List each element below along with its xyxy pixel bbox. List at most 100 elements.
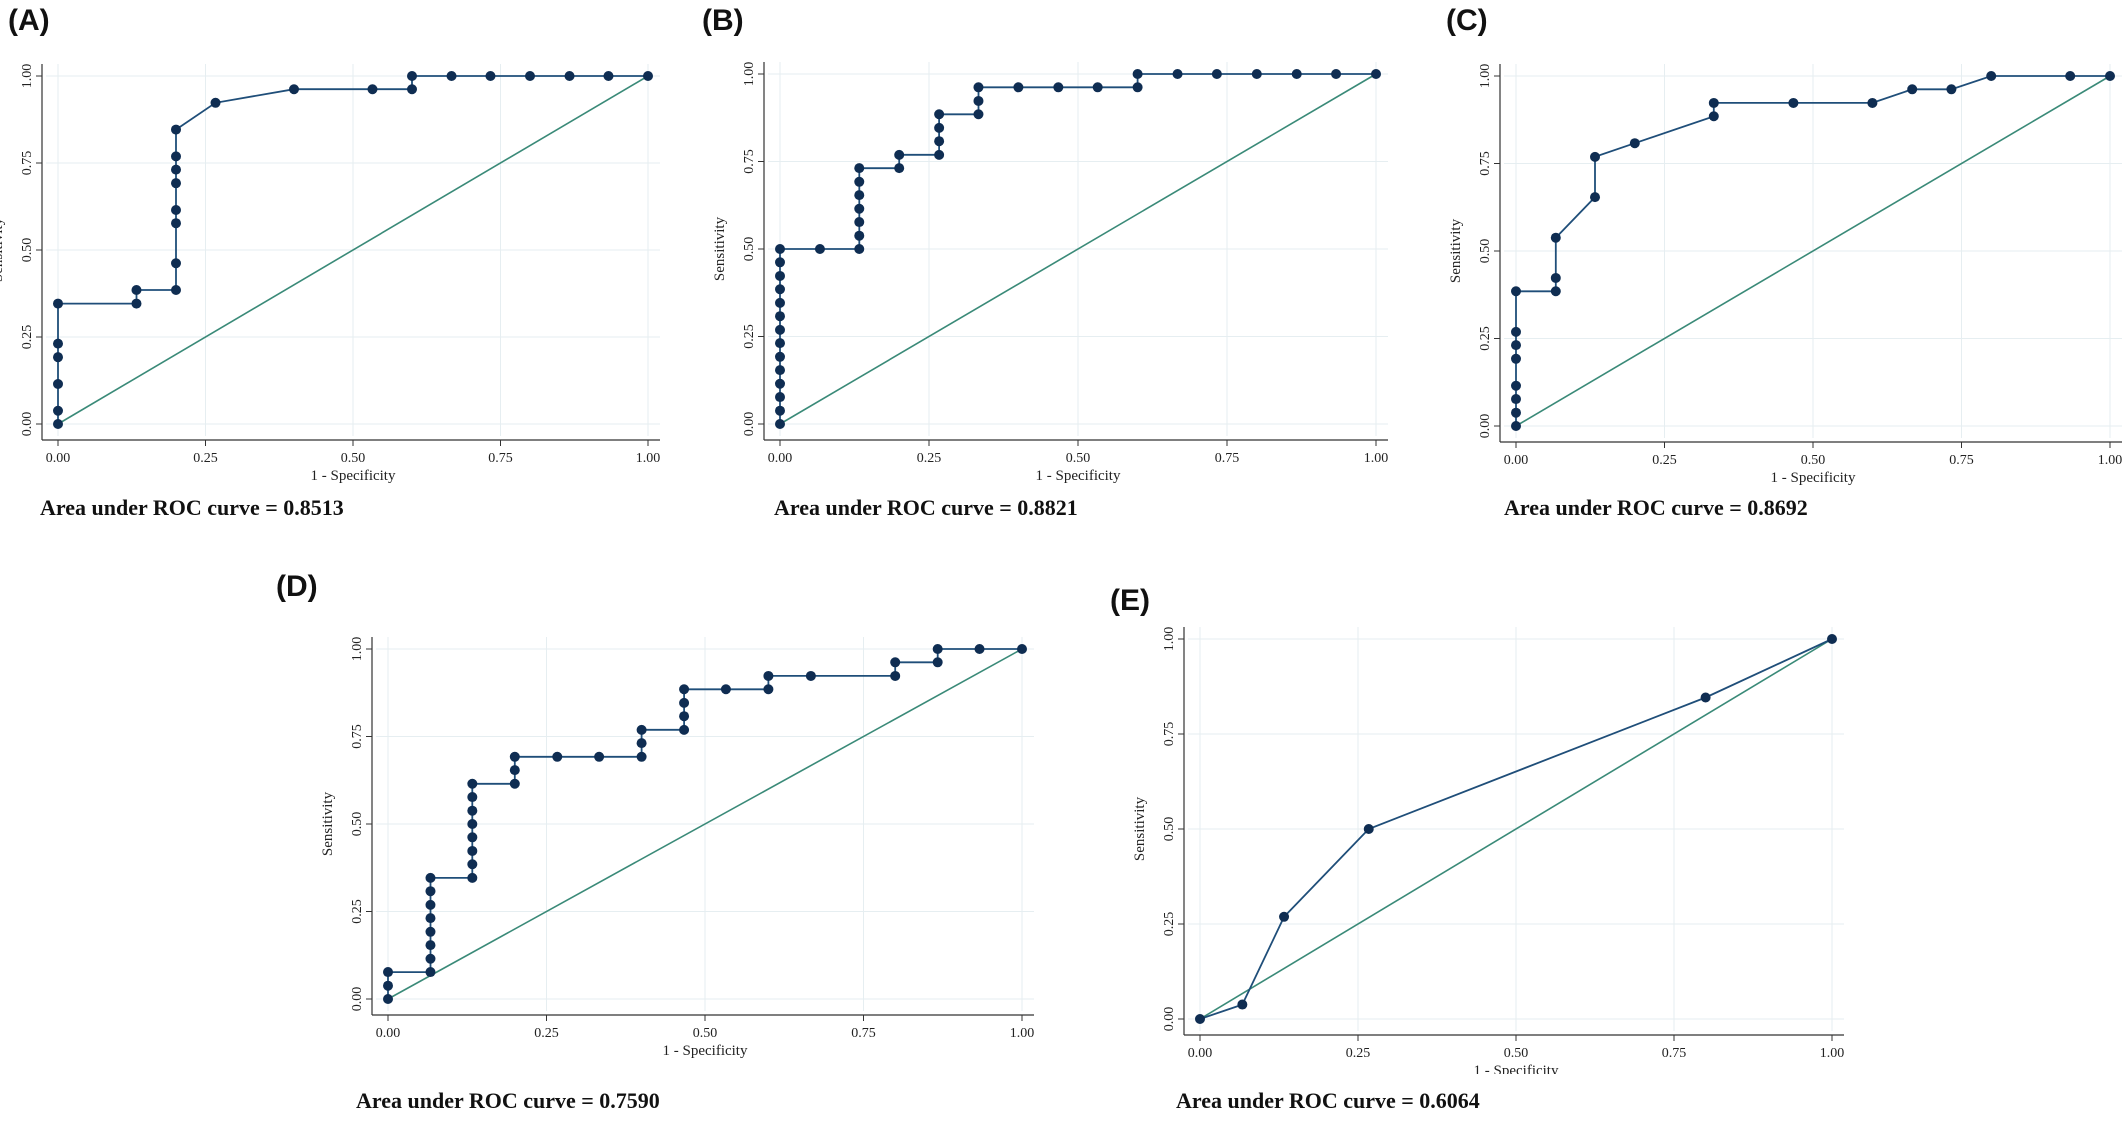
panel-a: (A) 0.00 0.00 0.25 0.25 0.50 0.50 0.75 0.75 1.00… — [0, 0, 700, 540]
panel-d: (D) 0.00 0.00 0.25 0.25 0.50 0.50 0.75 0.75 1.00… — [270, 570, 1050, 1121]
roc-point — [775, 405, 785, 416]
x-tick-label: 0.25 — [1652, 453, 1677, 468]
roc-point — [2065, 71, 2076, 81]
roc-point — [932, 657, 943, 668]
roc-point — [1363, 824, 1374, 834]
roc-point — [171, 285, 181, 296]
roc-point — [289, 84, 299, 95]
roc-point — [636, 724, 647, 735]
auc-label: Area under ROC curve = 0.8513 — [40, 495, 344, 520]
roc-point — [973, 95, 984, 106]
roc-point — [53, 338, 63, 349]
x-tick-label: 0.75 — [851, 1026, 876, 1041]
roc-point — [679, 697, 690, 708]
x-tick-label: 0.50 — [1504, 1046, 1529, 1061]
roc-point — [775, 311, 785, 322]
y-axis-label: Sensitivity — [1132, 796, 1148, 861]
roc-point — [775, 419, 785, 429]
roc-point — [1237, 999, 1248, 1010]
roc-point — [1251, 69, 1262, 79]
x-tick-label: 1.00 — [1820, 1046, 1845, 1061]
panel-e: (E) 0.00 0.00 0.25 0.25 0.50 0.50 0.75 0.75 1.00… — [1080, 570, 1860, 1121]
roc-point — [1788, 97, 1799, 108]
roc-point — [854, 176, 865, 187]
roc-point — [775, 351, 785, 362]
roc-point — [425, 940, 436, 951]
roc-point — [53, 378, 63, 389]
auc-label: Area under ROC curve = 0.8821 — [774, 495, 1078, 520]
x-tick-label: 0.75 — [1949, 453, 1974, 468]
roc-point — [383, 967, 393, 978]
roc-point — [1511, 340, 1521, 351]
roc-point — [446, 71, 457, 81]
roc-point — [775, 324, 785, 335]
roc-point — [425, 926, 436, 937]
y-tick-label: 1.00 — [742, 62, 757, 87]
y-tick-label: 0.25 — [1478, 326, 1493, 351]
roc-point — [53, 352, 63, 363]
roc-point — [603, 71, 614, 81]
y-tick-label: 0.50 — [1478, 239, 1493, 264]
roc-point — [467, 845, 478, 856]
roc-point — [425, 886, 436, 897]
roc-point — [552, 751, 563, 762]
reference-line — [1515, 75, 2111, 427]
roc-point — [1946, 84, 1957, 95]
roc-point — [407, 84, 417, 95]
roc-point — [425, 899, 436, 910]
y-tick-label: 0.00 — [1478, 414, 1493, 439]
roc-point — [636, 751, 647, 762]
roc-point — [775, 338, 785, 349]
x-tick-label: 0.00 — [376, 1026, 401, 1041]
roc-point — [775, 297, 785, 308]
y-tick-label: 0.75 — [1162, 722, 1177, 747]
roc-point — [775, 270, 785, 281]
roc-point — [53, 419, 63, 429]
y-tick-label: 0.50 — [1162, 817, 1177, 842]
roc-chart-d: 0.00 0.00 0.25 0.25 0.50 0.50 0.75 0.75 1.00 1.00… — [320, 637, 1034, 1059]
roc-point — [1550, 286, 1561, 297]
roc-point — [805, 670, 816, 681]
roc-point — [894, 163, 905, 174]
roc-point — [1700, 692, 1711, 703]
x-tick-label: 0.75 — [1215, 451, 1240, 466]
roc-point — [1907, 84, 1918, 95]
reference-line — [1199, 638, 1833, 1020]
roc-point — [1511, 353, 1521, 364]
roc-point — [1511, 394, 1521, 405]
roc-point — [171, 164, 181, 175]
roc-point — [1511, 326, 1521, 337]
y-tick-label: 0.75 — [1478, 151, 1493, 176]
roc-point — [890, 670, 901, 681]
roc-point — [679, 724, 690, 735]
roc-point — [775, 244, 785, 254]
panel-label: (E) — [1110, 584, 1150, 617]
x-tick-label: 1.00 — [636, 451, 661, 466]
roc-point — [934, 149, 945, 160]
roc-point — [1331, 69, 1342, 79]
panel-label: (B) — [702, 4, 744, 37]
roc-point — [1511, 407, 1521, 418]
y-tick-label: 1.00 — [1162, 627, 1177, 652]
roc-point — [467, 805, 478, 816]
roc-point — [973, 82, 984, 93]
panel-label: (A) — [8, 4, 50, 37]
roc-point — [1827, 634, 1837, 644]
y-tick-label: 0.50 — [742, 237, 757, 262]
roc-point — [974, 644, 985, 654]
roc-point — [854, 190, 865, 201]
y-tick-label: 0.75 — [350, 724, 365, 749]
roc-point — [525, 71, 535, 81]
roc-point — [509, 765, 520, 776]
roc-point — [1590, 151, 1601, 162]
roc-point — [467, 872, 478, 883]
roc-point — [485, 71, 496, 81]
roc-point — [814, 244, 825, 254]
roc-chart-b: 0.00 0.00 0.25 0.25 0.50 0.50 0.75 0.75 1.00 1.00… — [712, 62, 1388, 484]
roc-point — [131, 298, 142, 309]
roc-point — [763, 670, 774, 681]
roc-point — [720, 684, 731, 695]
y-tick-label: 0.50 — [20, 238, 35, 263]
roc-point — [1013, 82, 1024, 93]
roc-point — [367, 84, 378, 95]
